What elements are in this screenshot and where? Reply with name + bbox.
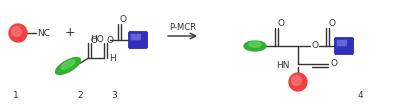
Ellipse shape: [12, 27, 22, 37]
Ellipse shape: [292, 76, 302, 85]
Text: O: O: [107, 36, 114, 45]
Ellipse shape: [289, 73, 307, 91]
FancyBboxPatch shape: [334, 37, 354, 55]
Text: O: O: [312, 41, 318, 51]
Text: 3: 3: [111, 91, 117, 101]
Text: 2: 2: [77, 91, 83, 101]
Text: 4: 4: [357, 91, 363, 101]
Text: O: O: [278, 20, 284, 29]
Text: NC: NC: [38, 29, 50, 37]
Text: O: O: [330, 60, 338, 68]
Text: 1: 1: [13, 91, 19, 101]
FancyBboxPatch shape: [131, 34, 141, 40]
Ellipse shape: [249, 42, 261, 47]
Text: O: O: [91, 36, 98, 45]
Text: H: H: [109, 54, 116, 63]
Ellipse shape: [61, 60, 75, 69]
Text: P-MCR: P-MCR: [170, 24, 196, 33]
FancyBboxPatch shape: [128, 32, 148, 48]
Text: +: +: [65, 26, 75, 40]
Ellipse shape: [244, 41, 266, 51]
FancyBboxPatch shape: [337, 40, 347, 46]
Ellipse shape: [9, 24, 27, 42]
Text: O: O: [328, 20, 336, 29]
Ellipse shape: [56, 58, 80, 75]
Text: O: O: [120, 16, 126, 25]
Text: HO: HO: [90, 36, 104, 44]
Text: HN: HN: [276, 61, 290, 71]
